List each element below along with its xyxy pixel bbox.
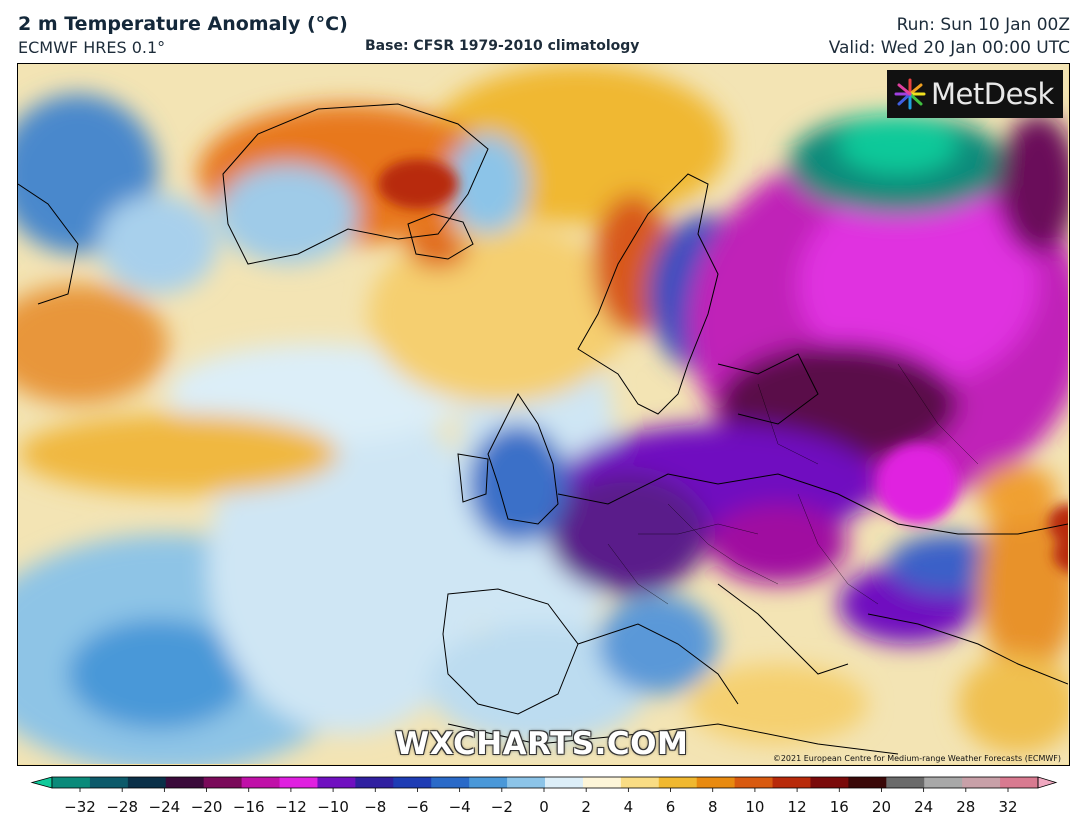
colorbar-tick-label: 10 <box>745 798 764 816</box>
colorbar-tick-label: −10 <box>317 798 349 816</box>
colorbar-segment <box>658 777 698 788</box>
colorbar-tick-label: −6 <box>406 798 428 816</box>
colorbar-tick-label: −8 <box>364 798 386 816</box>
colorbar-segment <box>1000 777 1039 788</box>
colorbar-segment <box>886 777 925 788</box>
colorbar-segment <box>734 777 774 788</box>
colorbar-tick-label: 28 <box>956 798 975 816</box>
copyright-notice: ©2021 European Centre for Medium-range W… <box>772 754 1061 763</box>
colorbar-tick-label: 2 <box>581 798 591 816</box>
colorbar-tick-label: 8 <box>708 798 718 816</box>
colorbar-tick-label: 6 <box>666 798 676 816</box>
colorbar-segment <box>582 777 622 788</box>
colorbar-segment <box>545 777 584 788</box>
metdesk-logo-text: MetDesk <box>931 77 1054 111</box>
colorbar-segment <box>203 777 243 788</box>
colorbar: −32 −28 −24 −20 −16 −12 −10 −8 −6 −4 −2 0 2 4 6 8 10 12 16… <box>30 776 1058 816</box>
colorbar-tick-label: 12 <box>788 798 807 816</box>
colorbar-segment <box>469 777 508 788</box>
wxcharts-watermark: WXCHARTS.COM <box>395 726 689 762</box>
colorbar-tick-label: −12 <box>275 798 307 816</box>
colorbar-segment <box>89 777 129 788</box>
colorbar-tick-label: 16 <box>830 798 849 816</box>
colorbar-min-extension <box>30 776 53 789</box>
colorbar-tick-label: −2 <box>491 798 513 816</box>
colorbar-tick-label: −28 <box>106 798 138 816</box>
colorbar-segment <box>772 777 811 788</box>
colorbar-segment <box>127 777 167 788</box>
colorbar-segment <box>962 777 1001 788</box>
colorbar-tick-label: −16 <box>233 798 265 816</box>
anomaly-map: MetDesk WXCHARTS.COM ©2021 European Cent… <box>17 63 1070 766</box>
climatology-base-label: Base: CFSR 1979-2010 climatology <box>365 38 640 54</box>
colorbar-segment <box>810 777 849 788</box>
metdesk-logo-icon <box>894 78 926 110</box>
colorbar-tick-label: 20 <box>872 798 891 816</box>
colorbar-ticks: −32 −28 −24 −20 −16 −12 −10 −8 −6 −4 −2 0 2 4 6 8 10 12 16… <box>64 788 1018 816</box>
colorbar-segment <box>52 777 91 788</box>
colorbar-tick-label: 32 <box>998 798 1017 816</box>
colorbar-segment <box>317 777 356 788</box>
colorbar-segment <box>241 777 281 788</box>
colorbar-segment <box>279 777 318 788</box>
colorbar-tick-label: −4 <box>449 798 471 816</box>
anomaly-field <box>18 64 1068 764</box>
colorbar-tick-label: 4 <box>624 798 634 816</box>
run-time-label: Run: Sun 10 Jan 00Z <box>896 15 1070 35</box>
colorbar-segment <box>507 777 546 788</box>
map-title: 2 m Temperature Anomaly (°C) <box>18 13 348 35</box>
colorbar-tick-label: −20 <box>191 798 223 816</box>
colorbar-segment <box>924 777 963 788</box>
colorbar-segment <box>355 777 394 788</box>
colorbar-tick-label: 0 <box>539 798 549 816</box>
colorbar-tick-label: −32 <box>64 798 96 816</box>
model-label: ECMWF HRES 0.1° <box>18 38 166 57</box>
metdesk-logo: MetDesk <box>887 70 1063 118</box>
colorbar-segment <box>393 777 432 788</box>
colorbar-segments <box>30 776 1058 789</box>
valid-time-label: Valid: Wed 20 Jan 00:00 UTC <box>828 38 1070 58</box>
colorbar-segment <box>620 777 660 788</box>
colorbar-max-extension <box>1037 776 1058 789</box>
colorbar-tick-label: −24 <box>149 798 181 816</box>
colorbar-frame <box>51 776 1039 789</box>
colorbar-segment <box>696 777 736 788</box>
colorbar-segment <box>848 777 887 788</box>
colorbar-segment <box>431 777 470 788</box>
colorbar-segment <box>165 777 205 788</box>
colorbar-tick-label: 24 <box>914 798 933 816</box>
